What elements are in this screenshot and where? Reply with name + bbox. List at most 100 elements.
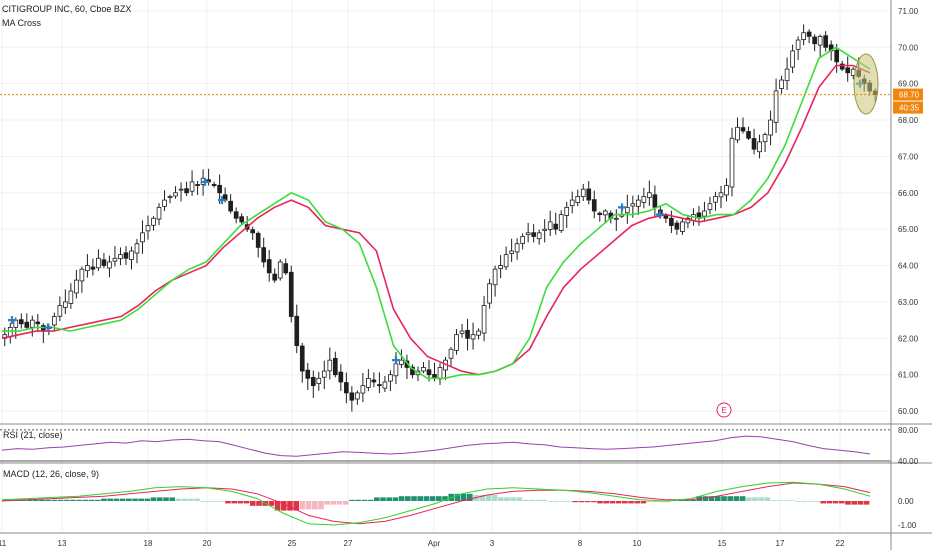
candle-body <box>806 31 812 37</box>
earnings-label: E <box>721 406 726 415</box>
candle-body <box>542 228 548 231</box>
candle-body <box>7 327 13 338</box>
candle-body <box>305 369 311 379</box>
macd-histogram-bar <box>318 501 324 510</box>
rsi-line <box>1 435 871 457</box>
macd-line <box>1 481 871 526</box>
macd-histogram-bar <box>467 493 473 501</box>
candle-body <box>757 141 762 153</box>
macd-histogram-bar <box>857 501 864 505</box>
candle-body <box>217 184 222 194</box>
candle-body <box>349 392 355 401</box>
candle-body <box>465 329 470 339</box>
candle-body <box>597 212 603 216</box>
candle-body <box>784 68 790 82</box>
macd-histogram-bar <box>336 501 343 505</box>
macd-histogram-bar <box>219 501 225 502</box>
candle-body <box>321 370 327 378</box>
time-tick-label: 8 <box>578 539 583 548</box>
candle-body <box>156 206 162 220</box>
candle-body <box>575 196 581 203</box>
candle-body <box>85 265 90 272</box>
macd-title: MACD (12, 26, close, 9) <box>3 469 100 479</box>
candle-body <box>569 199 575 207</box>
candle-body <box>299 345 305 372</box>
macd-histogram-bar <box>504 497 510 501</box>
macd-histogram-bar <box>113 498 120 501</box>
macd-histogram-bar <box>107 498 113 501</box>
macd-histogram-bar <box>739 496 746 501</box>
macd-histogram-bar <box>355 499 361 501</box>
time-tick-label: 13 <box>58 539 67 548</box>
candle-body <box>459 330 465 334</box>
candle-body <box>613 217 619 220</box>
candle-body <box>393 363 399 377</box>
candle-body <box>261 247 267 263</box>
macd-histogram-bar <box>150 497 157 501</box>
macd-histogram-bar <box>312 501 318 510</box>
macd-histogram-bar <box>343 501 349 505</box>
candle-body <box>492 268 498 286</box>
candle-body <box>360 385 366 394</box>
macd-histogram-bar <box>801 501 808 502</box>
macd-histogram-bar <box>783 500 789 502</box>
countdown-label: 40:35 <box>899 104 920 113</box>
rsi-tick-label: 40.00 <box>898 457 919 466</box>
candle-body <box>68 290 74 304</box>
candle-body <box>586 188 592 201</box>
time-tick-label: 3 <box>490 539 495 548</box>
macd-histogram-bar <box>231 501 237 504</box>
macd-histogram-bar <box>832 501 839 504</box>
candle-body <box>647 192 652 198</box>
candle-body <box>173 192 178 197</box>
candle-body <box>421 367 426 372</box>
candle-body <box>520 236 525 244</box>
candle-body <box>52 316 57 326</box>
candle-body <box>294 315 300 347</box>
macd-histogram-bar <box>628 501 634 504</box>
candle-body <box>547 221 553 230</box>
candle-body <box>437 367 443 380</box>
candle-body <box>746 131 751 139</box>
candle-body <box>707 203 713 211</box>
candle-body <box>729 137 735 188</box>
candle-body <box>233 211 239 219</box>
candle-body <box>344 382 349 394</box>
candle-body <box>702 210 707 217</box>
macd-histogram-bar <box>126 498 132 501</box>
macd-histogram-bar <box>659 501 665 503</box>
time-tick-label: 27 <box>344 539 353 548</box>
candle-body <box>167 196 173 198</box>
candle-body <box>24 321 30 328</box>
candle-body <box>327 359 333 372</box>
candle-body <box>18 319 24 325</box>
macd-histogram-bar <box>640 501 647 504</box>
macd-histogram-bar <box>677 499 684 501</box>
macd-tick-label: -1.00 <box>898 521 917 530</box>
candle-body <box>195 184 200 186</box>
macd-histogram-bar <box>597 501 603 504</box>
macd-histogram-bar <box>684 499 690 501</box>
time-tick-label: 11 <box>0 539 7 548</box>
macd-histogram-bar <box>45 499 51 501</box>
candle-body <box>377 384 382 387</box>
rsi-title: RSI (21, close) <box>3 430 63 440</box>
candle-body <box>332 357 338 376</box>
time-tick-label: 17 <box>776 539 785 548</box>
macd-histogram-bar <box>256 501 262 506</box>
time-tick-label: 22 <box>836 539 845 548</box>
macd-histogram-bar <box>324 501 330 505</box>
candle-body <box>591 199 597 212</box>
candle-body <box>812 36 817 45</box>
candle-body <box>525 232 531 236</box>
candle-body <box>762 134 768 143</box>
cross-marker <box>44 323 52 332</box>
macd-histogram-bar <box>770 500 777 502</box>
candle-body <box>564 206 570 216</box>
candle-body <box>250 229 256 234</box>
macd-histogram-bar <box>200 501 206 502</box>
candle-body <box>35 321 41 325</box>
macd-histogram-bar <box>163 497 169 501</box>
macd-histogram-bar <box>287 501 293 511</box>
